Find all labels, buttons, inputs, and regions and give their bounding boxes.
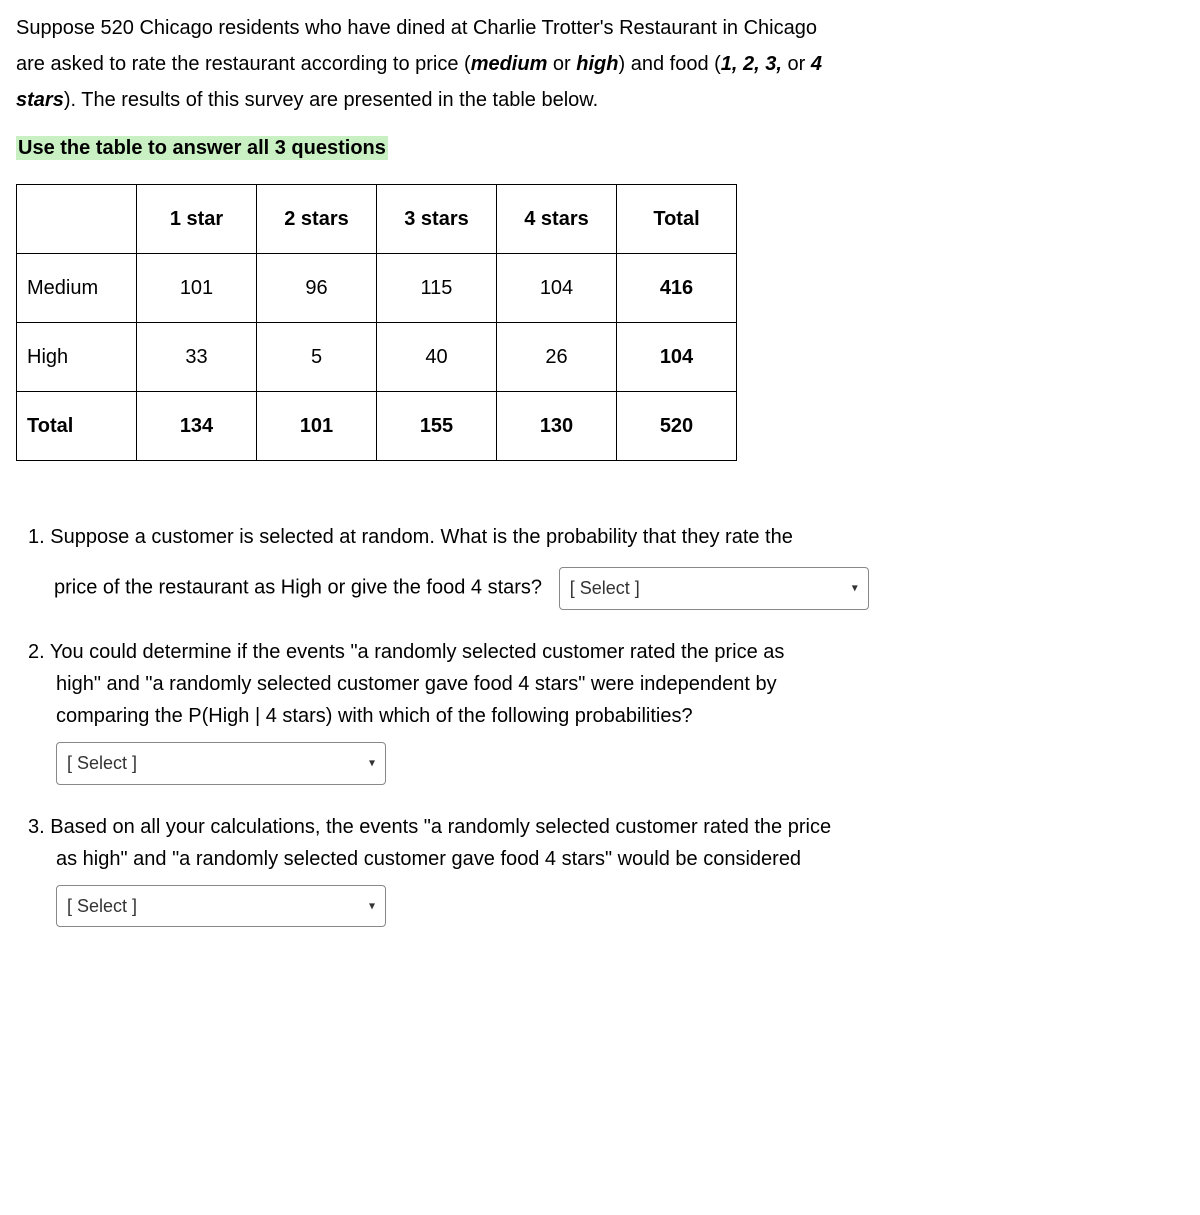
intro-text: or bbox=[782, 53, 811, 75]
q1-select[interactable]: [ Select ] ▾ bbox=[559, 567, 869, 610]
table-body: Medium10196115104416High3354026104Total1… bbox=[17, 254, 737, 461]
intro-line-2: are asked to rate the restaurant accordi… bbox=[16, 48, 1184, 80]
table-cell: 104 bbox=[497, 254, 617, 323]
q1-line2-wrap: price of the restaurant as High or give … bbox=[54, 567, 1184, 610]
table-cell: 101 bbox=[137, 254, 257, 323]
chevron-down-icon: ▾ bbox=[369, 896, 375, 915]
question-3: 3. Based on all your calculations, the e… bbox=[28, 811, 1184, 928]
intro-text: or bbox=[547, 53, 576, 75]
table-header-2stars: 2 stars bbox=[257, 185, 377, 254]
intro-text: ) and food ( bbox=[619, 53, 721, 75]
intro-text: Suppose 520 Chicago residents who have d… bbox=[16, 17, 817, 39]
intro-stars-list: 1, 2, 3, bbox=[721, 53, 782, 75]
table-cell: 520 bbox=[617, 392, 737, 461]
table-row: High3354026104 bbox=[17, 323, 737, 392]
q3-select-label: [ Select ] bbox=[67, 896, 137, 916]
table-header-1star: 1 star bbox=[137, 185, 257, 254]
table-header-row: 1 star 2 stars 3 stars 4 stars Total bbox=[17, 185, 737, 254]
table-header-blank bbox=[17, 185, 137, 254]
table-row: Total134101155130520 bbox=[17, 392, 737, 461]
table-cell: 33 bbox=[137, 323, 257, 392]
intro-high: high bbox=[576, 53, 618, 75]
intro-paragraph: Suppose 520 Chicago residents who have d… bbox=[16, 12, 1184, 164]
chevron-down-icon: ▾ bbox=[369, 754, 375, 773]
table-cell: 40 bbox=[377, 323, 497, 392]
table-cell: 130 bbox=[497, 392, 617, 461]
intro-text: are asked to rate the restaurant accordi… bbox=[16, 53, 471, 75]
q2-line2: high" and "a randomly selected customer … bbox=[56, 668, 1184, 700]
table-row: Medium10196115104416 bbox=[17, 254, 737, 323]
survey-table: 1 star 2 stars 3 stars 4 stars Total Med… bbox=[16, 184, 737, 461]
table-header-3stars: 3 stars bbox=[377, 185, 497, 254]
intro-stars-word: stars bbox=[16, 89, 64, 111]
row-label: Medium bbox=[17, 254, 137, 323]
intro-four: 4 bbox=[811, 53, 822, 75]
chevron-down-icon: ▾ bbox=[852, 579, 858, 598]
q1-line1: 1. Suppose a customer is selected at ran… bbox=[28, 521, 1184, 553]
q2-select-label: [ Select ] bbox=[67, 753, 137, 773]
instruction-highlight: Use the table to answer all 3 questions bbox=[16, 136, 388, 160]
table-cell: 134 bbox=[137, 392, 257, 461]
table-cell: 5 bbox=[257, 323, 377, 392]
table-cell: 416 bbox=[617, 254, 737, 323]
table-cell: 26 bbox=[497, 323, 617, 392]
intro-line-3: stars). The results of this survey are p… bbox=[16, 84, 1184, 116]
question-1: 1. Suppose a customer is selected at ran… bbox=[16, 521, 1184, 610]
q2-select[interactable]: [ Select ] ▾ bbox=[56, 742, 386, 785]
table-cell: 155 bbox=[377, 392, 497, 461]
intro-line-1: Suppose 520 Chicago residents who have d… bbox=[16, 12, 1184, 44]
q3-select[interactable]: [ Select ] ▾ bbox=[56, 885, 386, 928]
intro-text: ). The results of this survey are presen… bbox=[64, 89, 598, 111]
table-cell: 101 bbox=[257, 392, 377, 461]
intro-medium: medium bbox=[471, 53, 548, 75]
table-cell: 104 bbox=[617, 323, 737, 392]
q2-line3: comparing the P(High | 4 stars) with whi… bbox=[56, 700, 1184, 732]
q3-line2: as high" and "a randomly selected custom… bbox=[56, 843, 1184, 875]
q2-line1: 2. You could determine if the events "a … bbox=[28, 636, 1184, 668]
row-label: High bbox=[17, 323, 137, 392]
question-2: 2. You could determine if the events "a … bbox=[28, 636, 1184, 785]
q1-select-label: [ Select ] bbox=[570, 578, 640, 598]
table-header-total: Total bbox=[617, 185, 737, 254]
table-cell: 115 bbox=[377, 254, 497, 323]
table-header-4stars: 4 stars bbox=[497, 185, 617, 254]
questions-block: 1. Suppose a customer is selected at ran… bbox=[16, 521, 1184, 927]
table-cell: 96 bbox=[257, 254, 377, 323]
row-label: Total bbox=[17, 392, 137, 461]
q3-line1: 3. Based on all your calculations, the e… bbox=[28, 811, 1184, 843]
q1-line2-text: price of the restaurant as High or give … bbox=[54, 577, 542, 599]
